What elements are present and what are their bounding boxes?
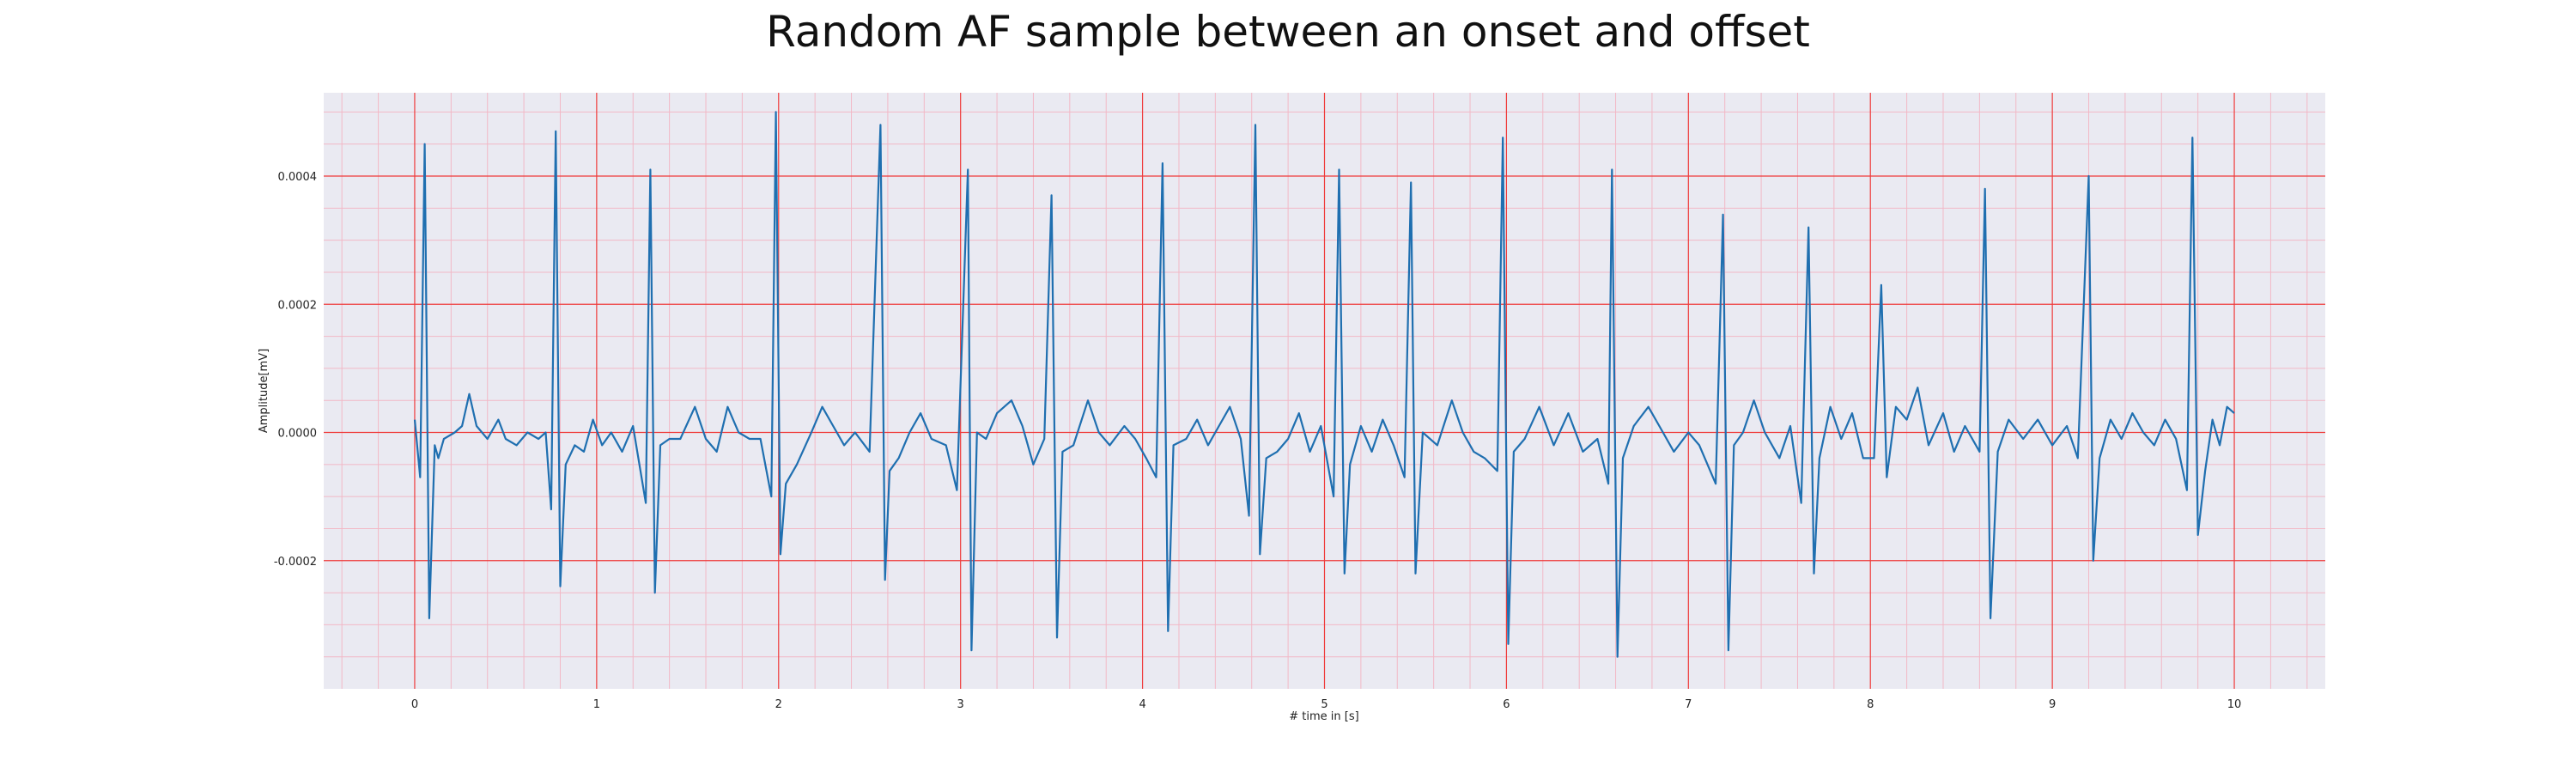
x-tick-label: 9	[2049, 698, 2056, 711]
x-tick-label: 7	[1685, 698, 1692, 711]
y-axis-label: Amplitude[mV]	[258, 349, 270, 433]
x-tick-label: 2	[775, 698, 782, 711]
chart-title: Random AF sample between an onset and of…	[766, 7, 1810, 57]
y-tick-label: 0.0004	[278, 171, 318, 184]
series-line	[413, 111, 2235, 658]
x-tick-labels: 0 1 2 3 4 5 6 7 8 9 10	[411, 698, 2242, 711]
y-tick-label: 0.0002	[278, 299, 318, 312]
y-tick-labels: -0.0002 0.0000 0.0002 0.0004	[274, 171, 317, 569]
x-tick-label: 4	[1139, 698, 1145, 711]
x-tick-label: 3	[957, 698, 964, 711]
y-tick-label: -0.0002	[274, 556, 317, 569]
y-tick-label: 0.0000	[278, 428, 318, 441]
x-tick-label: 8	[1867, 698, 1874, 711]
x-tick-label: 10	[2227, 698, 2242, 711]
x-tick-label: 6	[1503, 698, 1510, 711]
x-axis-label: # time in [s]	[1289, 710, 1358, 723]
x-tick-label: 1	[593, 698, 600, 711]
major-grid	[324, 93, 2325, 689]
x-tick-label: 5	[1321, 698, 1327, 711]
x-tick-label: 0	[411, 698, 418, 711]
